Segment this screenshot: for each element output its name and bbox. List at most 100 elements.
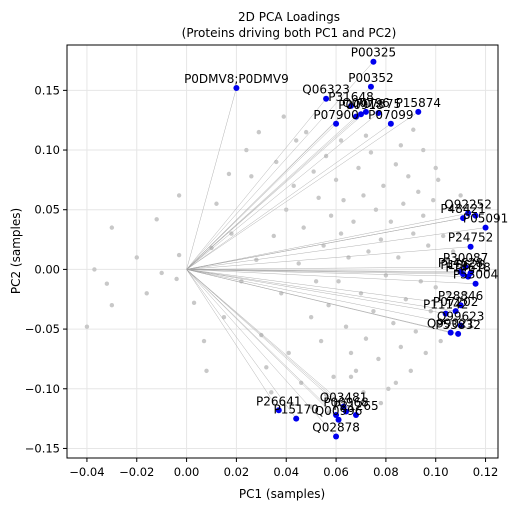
background-point	[450, 249, 456, 254]
point-label: Q99623	[437, 310, 485, 324]
x-axis-label: PC1 (samples)	[239, 487, 325, 501]
y-tick-label: 0.00	[34, 262, 60, 276]
loading-vector	[186, 269, 347, 412]
point-label: P15628	[440, 258, 485, 272]
background-point	[361, 390, 366, 395]
loading-vector	[186, 266, 466, 270]
loading-vector	[186, 112, 379, 270]
background-point	[376, 356, 381, 362]
loading-vector	[186, 111, 367, 270]
background-point	[191, 300, 197, 306]
background-point	[229, 231, 234, 236]
background-point	[398, 143, 404, 148]
highlighted-point	[352, 412, 359, 419]
background-point	[281, 114, 286, 119]
background-point	[338, 138, 344, 143]
background-point	[308, 314, 314, 320]
loading-vector	[186, 111, 419, 270]
background-point	[358, 291, 364, 296]
background-point	[326, 410, 331, 415]
background-point	[411, 231, 416, 236]
background-point	[313, 279, 319, 284]
point-label: P53004	[453, 268, 498, 282]
background-point	[378, 237, 384, 242]
background-point	[421, 147, 426, 153]
highlighted-point	[348, 102, 355, 109]
y-tick-label: −0.05	[25, 322, 60, 336]
background-point	[371, 308, 376, 314]
point-label: P28846	[438, 289, 483, 303]
background-point	[274, 159, 279, 165]
background-point	[393, 380, 399, 386]
background-point	[311, 169, 316, 174]
highlighted-point	[333, 433, 340, 440]
point-label: P07900	[313, 108, 358, 122]
background-point	[356, 165, 361, 171]
x-tick-label: −0.04	[69, 465, 104, 479]
y-tick-label: −0.10	[25, 382, 60, 396]
background-point	[363, 133, 369, 138]
loading-vector	[186, 269, 357, 416]
background-point	[286, 350, 291, 356]
highlighted-point	[323, 95, 330, 102]
background-point	[84, 324, 90, 329]
highlighted-point	[275, 407, 282, 414]
point-label: P11142	[423, 298, 468, 312]
point-label: Q02878	[312, 421, 360, 435]
x-tick-label: 0.12	[473, 465, 499, 479]
highlighted-point	[462, 264, 469, 271]
background-point	[381, 183, 386, 189]
background-point	[363, 336, 369, 341]
highlighted-point	[482, 224, 489, 231]
background-point	[386, 386, 391, 391]
point-label: Q00796	[342, 96, 390, 110]
background-point	[271, 233, 276, 239]
background-point	[411, 127, 416, 132]
background-point	[398, 344, 404, 350]
highlighted-point	[465, 210, 472, 217]
point-label: P26641	[256, 394, 301, 408]
background-point	[348, 350, 354, 356]
background-point	[436, 177, 441, 183]
point-label: P0DMV8;P0DMV9	[184, 72, 289, 86]
background-point	[453, 317, 458, 322]
chart-title: 2D PCA Loadings	[238, 10, 340, 24]
loading-vector	[186, 269, 337, 437]
background-point	[421, 213, 426, 218]
background-point	[353, 368, 359, 374]
highlighted-point	[233, 84, 240, 91]
background-point	[445, 291, 451, 296]
highlighted-point	[352, 113, 359, 120]
loading-vector	[186, 246, 471, 270]
background-point	[104, 281, 110, 286]
background-point	[368, 150, 374, 155]
background-point	[440, 233, 446, 239]
loading-vector	[186, 269, 476, 284]
background-points	[84, 114, 468, 415]
background-point	[406, 174, 411, 179]
background-point	[333, 177, 339, 183]
highlighted-point	[335, 416, 342, 423]
loading-vector	[186, 269, 279, 411]
point-label: P31648	[328, 90, 373, 104]
background-point	[269, 390, 274, 395]
point-label: P07099	[368, 108, 413, 122]
background-point	[338, 231, 344, 236]
background-point	[296, 261, 301, 266]
background-point	[346, 255, 351, 260]
y-tick-label: 0.15	[34, 83, 60, 97]
x-tick-label: 0.00	[174, 465, 200, 479]
loading-vector	[186, 269, 469, 277]
background-point	[431, 197, 436, 203]
background-point	[341, 197, 346, 203]
background-point	[348, 374, 354, 380]
highlighted-point	[357, 111, 364, 118]
background-point	[294, 138, 299, 143]
background-point	[423, 350, 428, 356]
highlighted-point	[343, 408, 350, 415]
background-point	[264, 365, 269, 370]
highlighted-point	[447, 329, 454, 336]
x-tick-label: 0.04	[273, 465, 299, 479]
loading-vector	[186, 123, 337, 270]
x-tick-label: 0.02	[224, 465, 250, 479]
